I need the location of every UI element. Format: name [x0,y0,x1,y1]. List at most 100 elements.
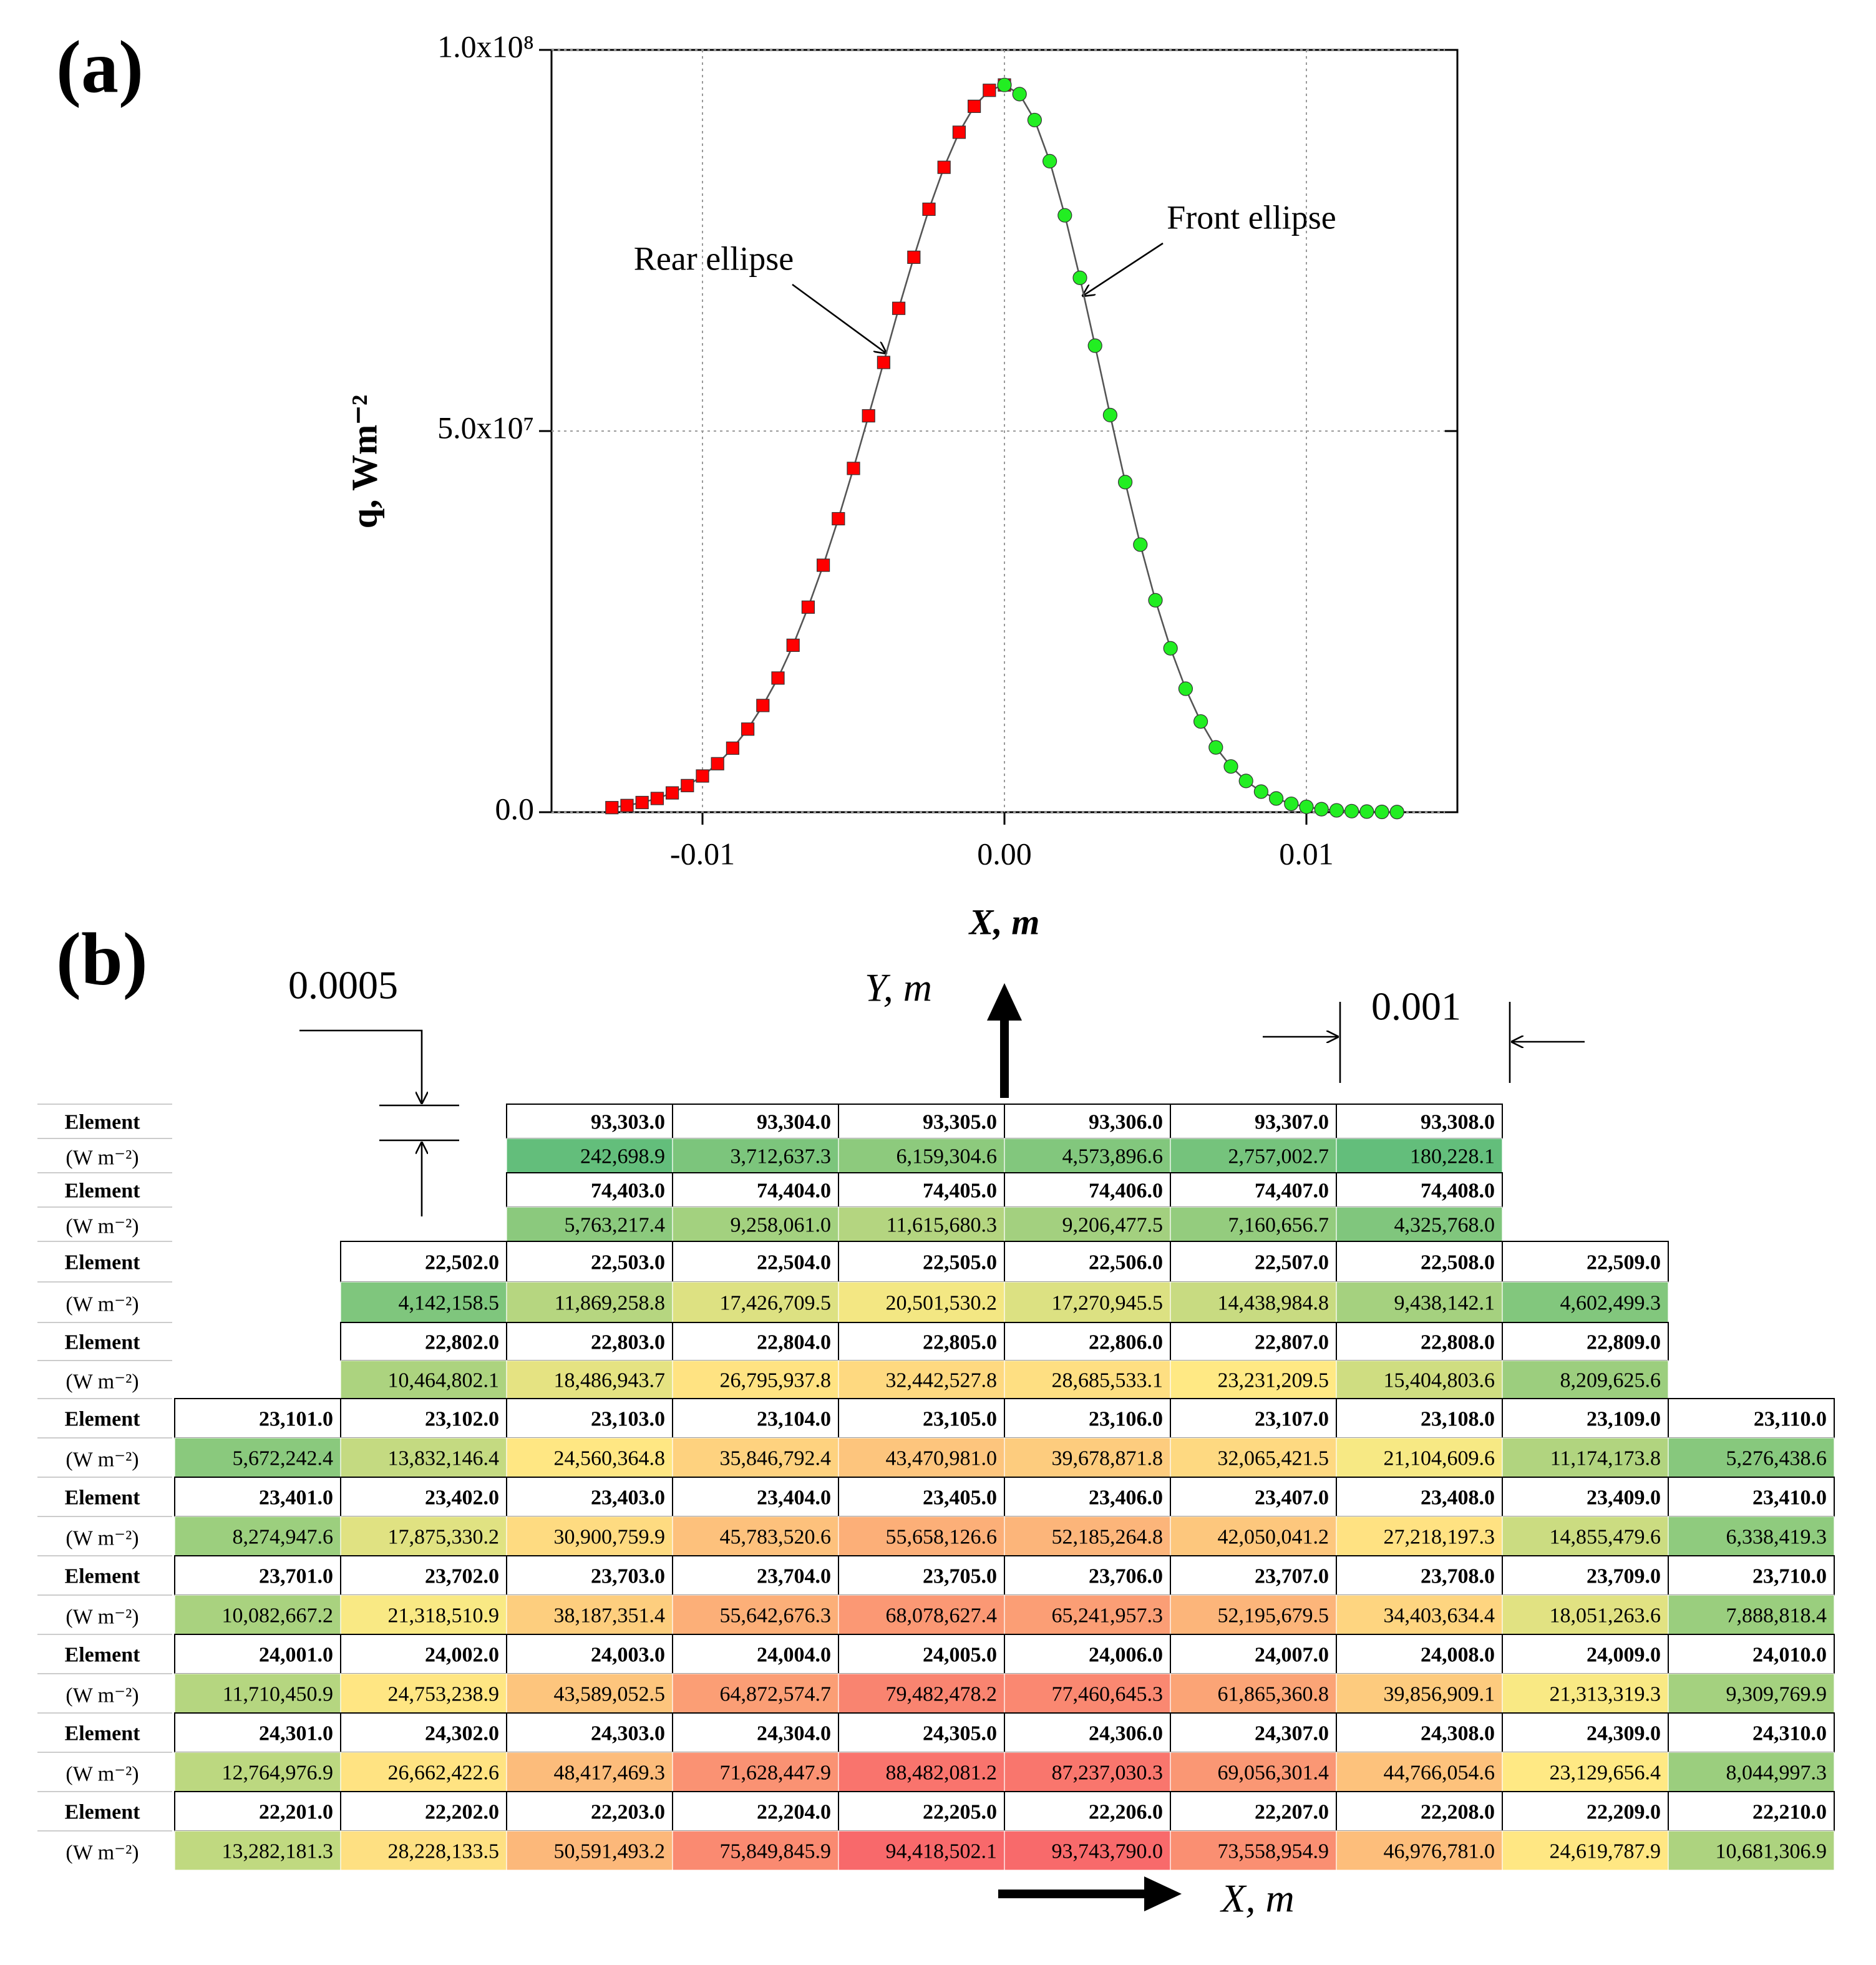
element-id: 22,509.0 [1587,1251,1661,1274]
element-id: 22,202.0 [425,1800,499,1823]
marker [605,801,619,815]
marker [892,301,906,315]
element-id: 74,405.0 [923,1179,997,1202]
element-id: 22,203.0 [591,1800,665,1823]
element-id: 22,804.0 [757,1331,831,1354]
cell-value: 9,309,769.9 [1726,1682,1827,1705]
element-id: 22,206.0 [1089,1800,1163,1823]
heat-cell [1004,1673,1171,1714]
marker [681,779,694,792]
heat-cell [1336,1206,1503,1242]
marker [1329,803,1344,818]
marker [726,741,740,755]
marker [1072,270,1087,285]
marker [650,792,664,805]
row-header: (W m⁻²) [66,1841,139,1864]
heat-cell [838,1360,1005,1399]
element-id: 24,302.0 [425,1722,499,1745]
heat-cell [1170,1594,1337,1635]
element-id: 22,507.0 [1255,1251,1329,1274]
heat-cell [672,1138,839,1173]
heat-cell [506,1594,673,1635]
marker [1238,774,1253,788]
heat-cell [1502,1360,1669,1399]
cell-value: 20,501,530.2 [886,1291,998,1314]
cell-value: 21,313,319.3 [1550,1682,1661,1705]
element-cell [506,1322,673,1361]
axis-arrow-label: Y, m [865,966,932,1010]
element-id: 24,308.0 [1421,1722,1495,1745]
heat-cell [1004,1138,1171,1173]
element-id: 24,305.0 [923,1722,997,1745]
element-cell [1336,1634,1503,1674]
row-header: Element [65,1722,141,1745]
marker [1253,784,1269,799]
heat-cell [1004,1281,1171,1323]
heat-cell [1170,1138,1337,1173]
marker [1178,681,1193,696]
heat-cell [1336,1594,1503,1635]
element-cell [340,1322,507,1361]
marker [1374,804,1389,820]
cell-value: 43,470,981.0 [886,1447,998,1470]
element-id: 23,704.0 [757,1565,831,1588]
element-cell [1170,1104,1337,1139]
cell-value: 32,065,421.5 [1218,1447,1329,1470]
marker [1208,740,1223,755]
marker [997,77,1012,92]
marker [862,409,875,423]
heat-cell [506,1752,673,1792]
cell-value: 12,764,976.9 [222,1761,334,1784]
heat-cell [1170,1673,1337,1714]
element-id: 22,204.0 [757,1800,831,1823]
heat-cell [1668,1516,1835,1556]
element-id: 22,210.0 [1752,1800,1827,1823]
element-cell [838,1555,1005,1596]
x-tick-label: 0.00 [977,836,1032,871]
cell-value: 17,270,945.5 [1052,1291,1164,1314]
element-id: 93,306.0 [1089,1110,1163,1133]
cell-value: 68,078,627.4 [886,1604,998,1627]
element-cell [1502,1634,1669,1674]
element-cell [174,1477,341,1517]
element-id: 23,110.0 [1754,1407,1827,1430]
element-cell [1170,1712,1337,1753]
element-cell [1004,1555,1171,1596]
heat-cell [340,1281,507,1323]
marker [922,202,936,216]
y-tick-label: 0.0 [495,791,535,826]
cell-value: 14,438,984.8 [1218,1291,1329,1314]
cell-value: 242,698.9 [580,1145,665,1168]
panel-label: (b) [56,918,148,1001]
heat-cell [672,1360,839,1399]
element-id: 23,710.0 [1752,1565,1827,1588]
element-cell [340,1712,507,1753]
heat-cell [672,1516,839,1556]
element-cell [1502,1477,1669,1517]
cell-value: 28,685,533.1 [1052,1369,1164,1392]
heat-cell [1336,1516,1503,1556]
marker [696,769,709,783]
marker [1102,407,1118,422]
element-cell [340,1634,507,1674]
element-cell [506,1398,673,1439]
element-cell [1668,1712,1835,1753]
element-cell [672,1791,839,1832]
heat-cell [1336,1281,1503,1323]
element-id: 24,309.0 [1587,1722,1661,1745]
element-cell [1502,1398,1669,1439]
element-cell [1336,1555,1503,1596]
element-id: 24,009.0 [1587,1643,1661,1666]
element-id: 22,504.0 [757,1251,831,1274]
cell-value: 18,486,943.7 [554,1369,666,1392]
cell-value: 3,712,637.3 [731,1145,832,1168]
marker [1163,641,1178,656]
element-id: 24,010.0 [1752,1643,1827,1666]
element-id: 23,707.0 [1255,1565,1329,1588]
annotation-arrow [1083,242,1164,296]
marker [1012,87,1027,102]
heat-cell [174,1594,341,1635]
cell-value: 39,856,909.1 [1384,1682,1495,1705]
cell-value: 52,195,679.5 [1218,1604,1329,1627]
element-cell [506,1634,673,1674]
